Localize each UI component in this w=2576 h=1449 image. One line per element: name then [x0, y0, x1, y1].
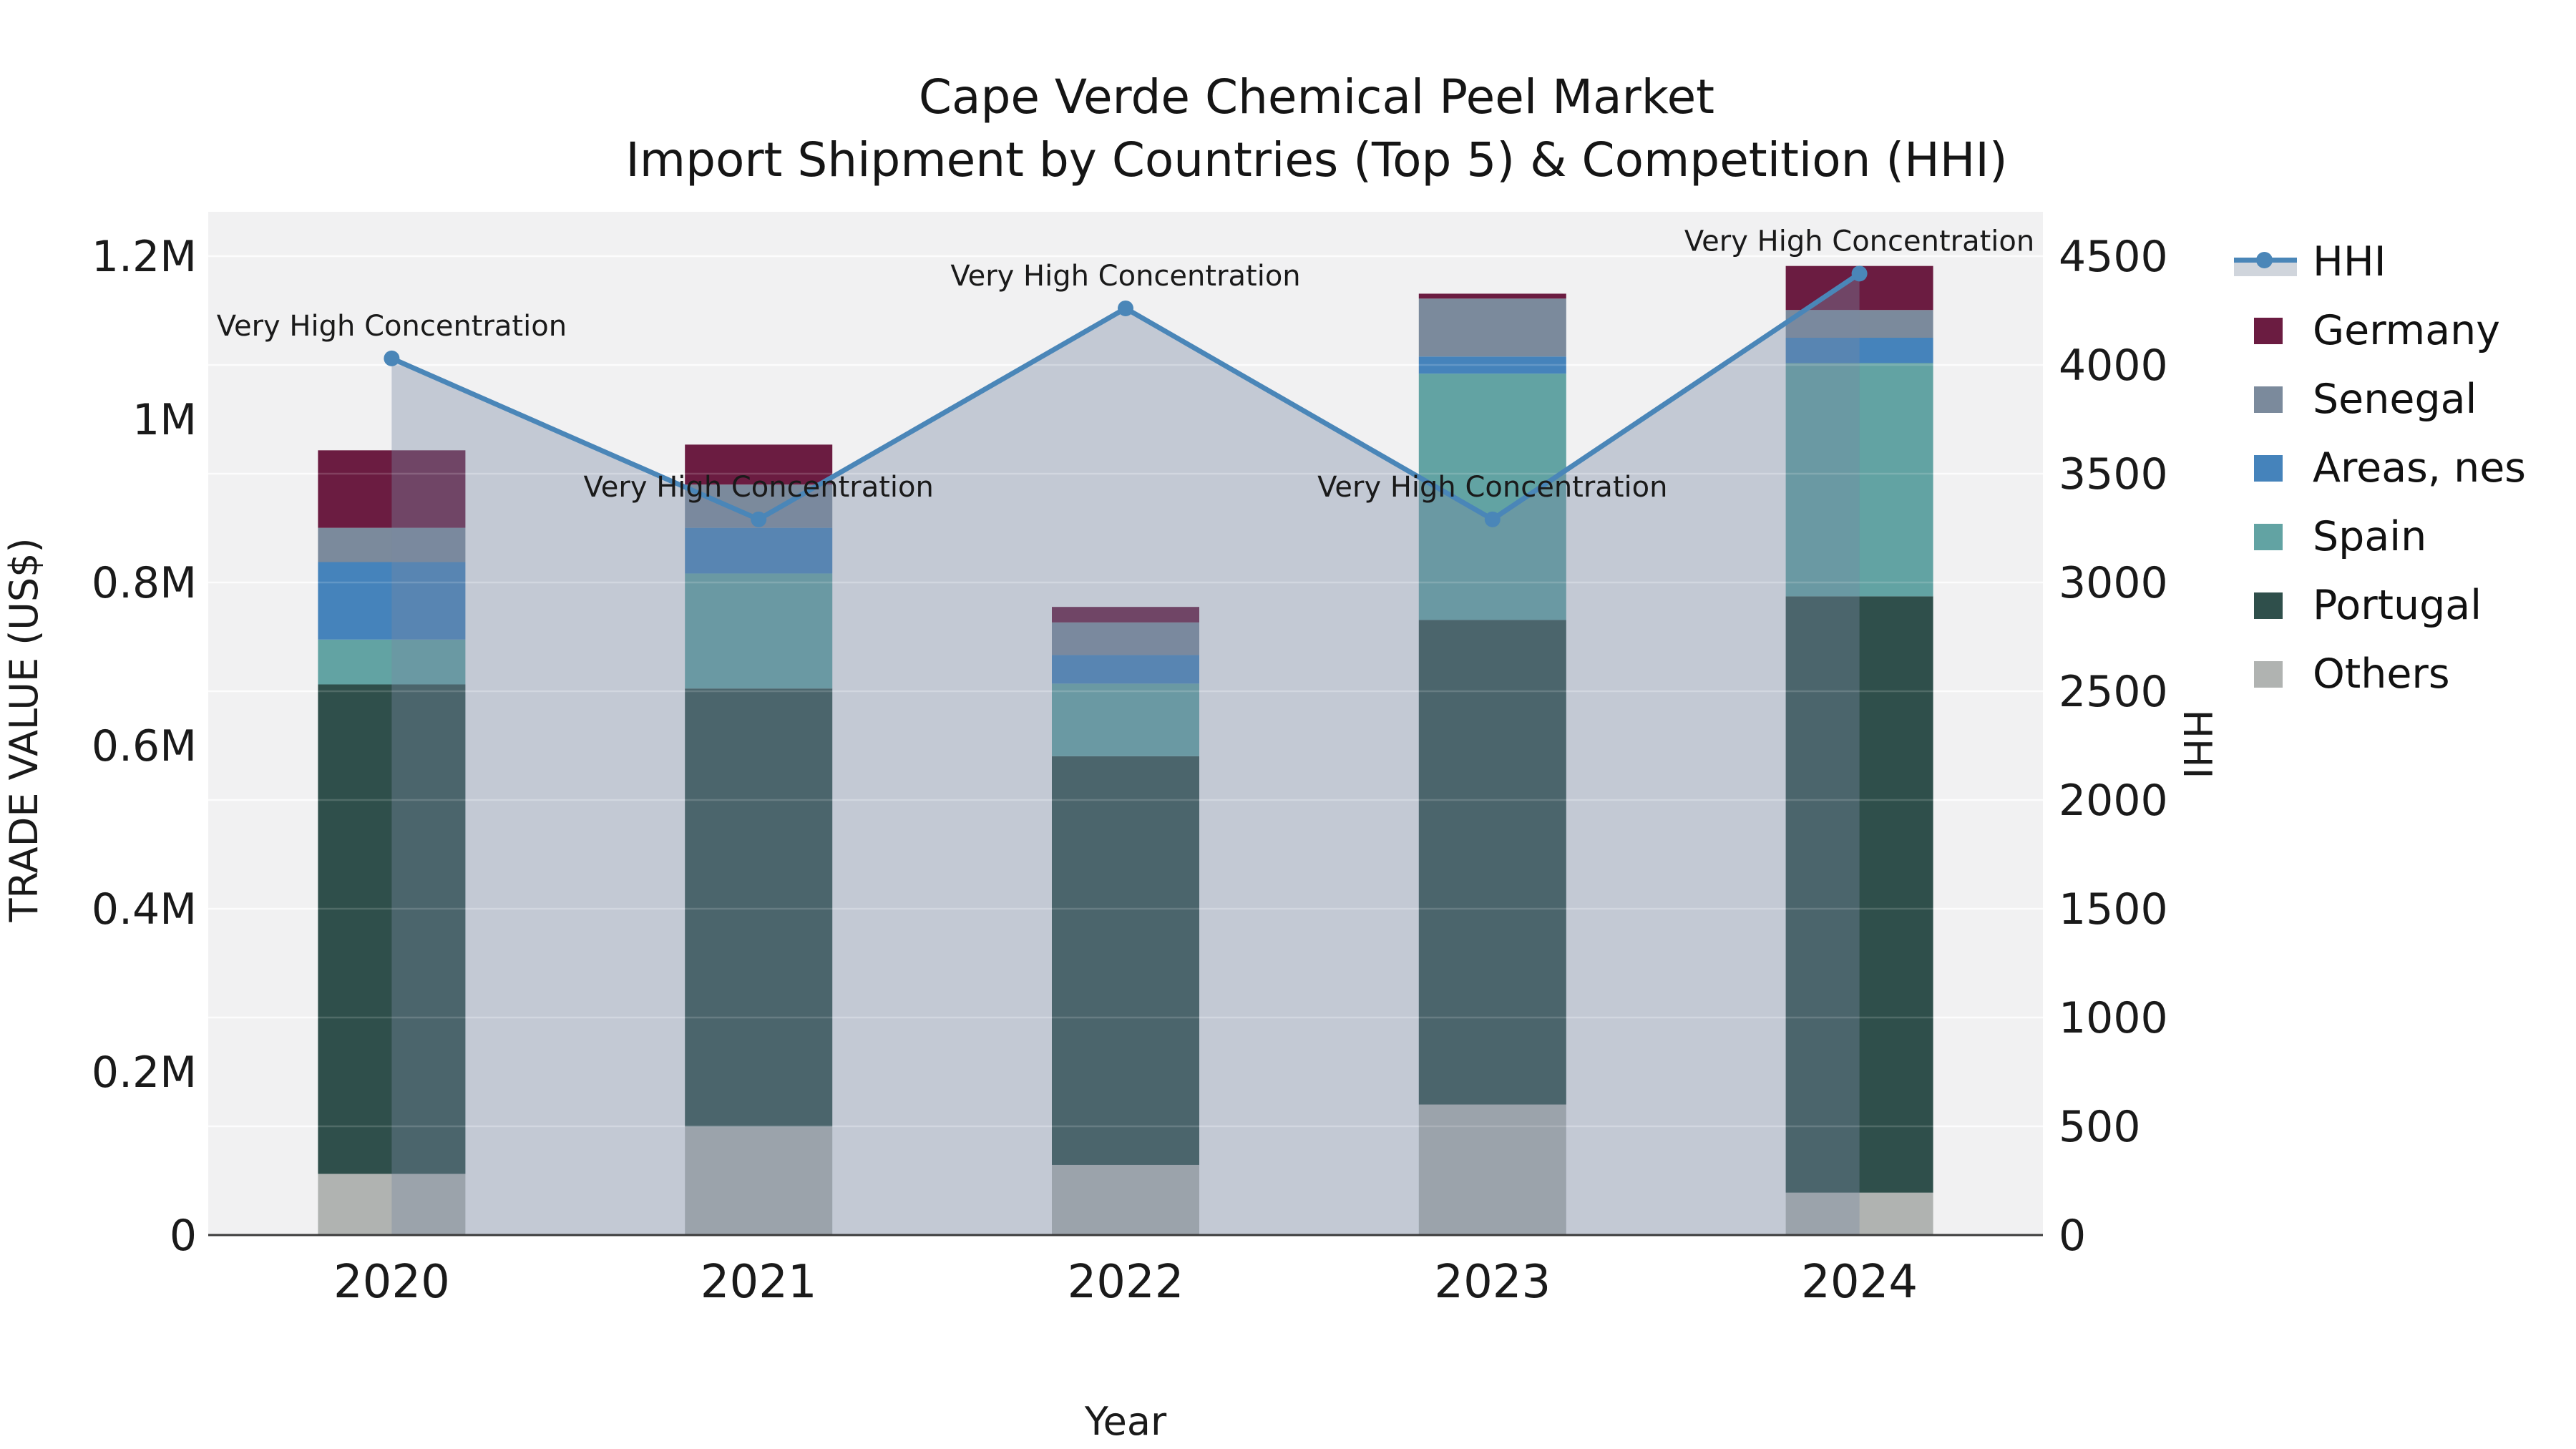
legend: HHI Germany Senegal Areas, nes Spain Portugal… — [2234, 228, 2526, 708]
bar-segment-spain-2022 — [1052, 683, 1199, 756]
y-tick-right-500: 500 — [2059, 1102, 2141, 1152]
y-tick-right-1500: 1500 — [2059, 884, 2168, 935]
legend-item-portugal: Portugal — [2234, 571, 2526, 640]
bar-segment-portugal-2023 — [1418, 620, 1566, 1105]
y-tick-left-0.4M: 0.4M — [92, 884, 197, 935]
x-axis-label: Year — [1084, 1399, 1167, 1444]
bar-segment-senegal-2022 — [1052, 622, 1199, 655]
legend-swatch-icon — [2254, 523, 2283, 550]
y-tick-right-0: 0 — [2059, 1211, 2086, 1261]
y-tick-right-3500: 3500 — [2059, 449, 2168, 499]
legend-label: Others — [2313, 650, 2450, 698]
bar-segment-germany-2023 — [1418, 293, 1566, 299]
bar-segment-portugal-2021 — [685, 688, 833, 1127]
y-tick-right-1000: 1000 — [2059, 993, 2168, 1043]
y-tick-right-4500: 4500 — [2059, 232, 2168, 282]
legend-item-hhi: HHI — [2234, 228, 2526, 296]
y-tick-right-4000: 4000 — [2059, 341, 2168, 391]
x-tick-2022: 2022 — [1068, 1256, 1184, 1309]
legend-item-senegal: Senegal — [2234, 365, 2526, 434]
x-tick-2021: 2021 — [701, 1256, 817, 1309]
legend-label: Areas, nes — [2313, 444, 2526, 492]
legend-label: Germany — [2313, 307, 2500, 354]
legend-swatch-icon — [2254, 386, 2283, 413]
bar-segment-others-2023 — [1418, 1104, 1566, 1235]
bar-segment-portugal-2020 — [318, 684, 466, 1174]
legend-label: Spain — [2313, 513, 2427, 560]
bar-segment-senegal-2020 — [318, 527, 466, 562]
bar-segment-portugal-2022 — [1052, 756, 1199, 1165]
legend-swatch-icon — [2254, 660, 2283, 688]
legend-label: Portugal — [2313, 582, 2482, 629]
annotation-2021: Very High Concentration — [584, 471, 934, 504]
hhi-point-2020 — [384, 350, 400, 366]
legend-swatch-icon — [2254, 592, 2283, 619]
x-tick-2020: 2020 — [333, 1256, 450, 1309]
annotation-2020: Very High Concentration — [217, 310, 567, 343]
y-axis-label-right: HHI — [2175, 709, 2220, 779]
y-tick-left-1M: 1M — [132, 395, 197, 445]
bar-segment-areas--nes-2021 — [685, 527, 833, 574]
x-tick-2023: 2023 — [1434, 1256, 1551, 1309]
bar-segment-senegal-2024 — [1785, 310, 1933, 338]
y-tick-left-0.6M: 0.6M — [92, 721, 197, 771]
bar-segment-spain-2020 — [318, 639, 466, 685]
annotation-2024: Very High Concentration — [1684, 225, 2034, 258]
chart-subtitle: Import Shipment by Countries (Top 5) & C… — [625, 132, 2008, 187]
annotation-2022: Very High Concentration — [950, 260, 1300, 293]
chart-title: Cape Verde Chemical Peel Market — [918, 69, 1715, 125]
bar-segment-others-2024 — [1785, 1192, 1933, 1235]
hhi-point-2023 — [1484, 511, 1501, 527]
y-tick-right-2000: 2000 — [2059, 776, 2168, 826]
x-tick-2024: 2024 — [1801, 1256, 1918, 1309]
bar-segment-others-2021 — [685, 1126, 833, 1235]
y-tick-left-1.2M: 1.2M — [92, 232, 197, 282]
hhi-area-fill — [391, 273, 1860, 1235]
hhi-point-2024 — [1851, 265, 1868, 282]
y-tick-left-0.2M: 0.2M — [92, 1048, 197, 1098]
y-tick-left-0: 0 — [170, 1211, 197, 1261]
y-tick-right-3000: 3000 — [2059, 558, 2168, 608]
bar-segment-others-2020 — [318, 1174, 466, 1235]
legend-swatch-icon — [2254, 317, 2283, 344]
hhi-point-2022 — [1118, 300, 1133, 316]
bar-segment-spain-2023 — [1418, 374, 1566, 620]
chart-title-block: Cape Verde Chemical Peel Market Import S… — [57, 66, 2576, 192]
bar-segment-areas--nes-2024 — [1785, 338, 1933, 364]
legend-label: HHI — [2313, 238, 2386, 286]
y-tick-right-2500: 2500 — [2059, 667, 2168, 717]
legend-swatch-icon — [2254, 454, 2283, 482]
bar-segment-areas--nes-2023 — [1418, 356, 1566, 374]
bar-segment-spain-2024 — [1785, 363, 1933, 597]
bar-segment-germany-2022 — [1052, 607, 1199, 623]
legend-label: Senegal — [2313, 376, 2477, 423]
bar-segment-areas--nes-2020 — [318, 562, 466, 640]
bar-segment-germany-2020 — [318, 450, 466, 528]
hhi-point-2021 — [751, 511, 767, 527]
bar-segment-senegal-2023 — [1418, 298, 1566, 357]
bar-segment-areas--nes-2022 — [1052, 655, 1199, 684]
legend-line-sample-icon — [2234, 248, 2297, 276]
legend-item-spain: Spain — [2234, 502, 2526, 571]
annotation-2023: Very High Concentration — [1317, 471, 1667, 504]
legend-item-others: Others — [2234, 640, 2526, 708]
bar-segment-others-2022 — [1052, 1164, 1199, 1235]
bar-segment-germany-2021 — [685, 444, 833, 485]
y-axis-label-left: TRADE VALUE (US$) — [1, 537, 47, 922]
bar-segment-portugal-2024 — [1785, 596, 1933, 1193]
bar-segment-spain-2021 — [685, 573, 833, 689]
legend-item-areas--nes: Areas, nes — [2234, 434, 2526, 502]
y-tick-left-0.8M: 0.8M — [92, 558, 197, 608]
legend-item-germany: Germany — [2234, 296, 2526, 365]
